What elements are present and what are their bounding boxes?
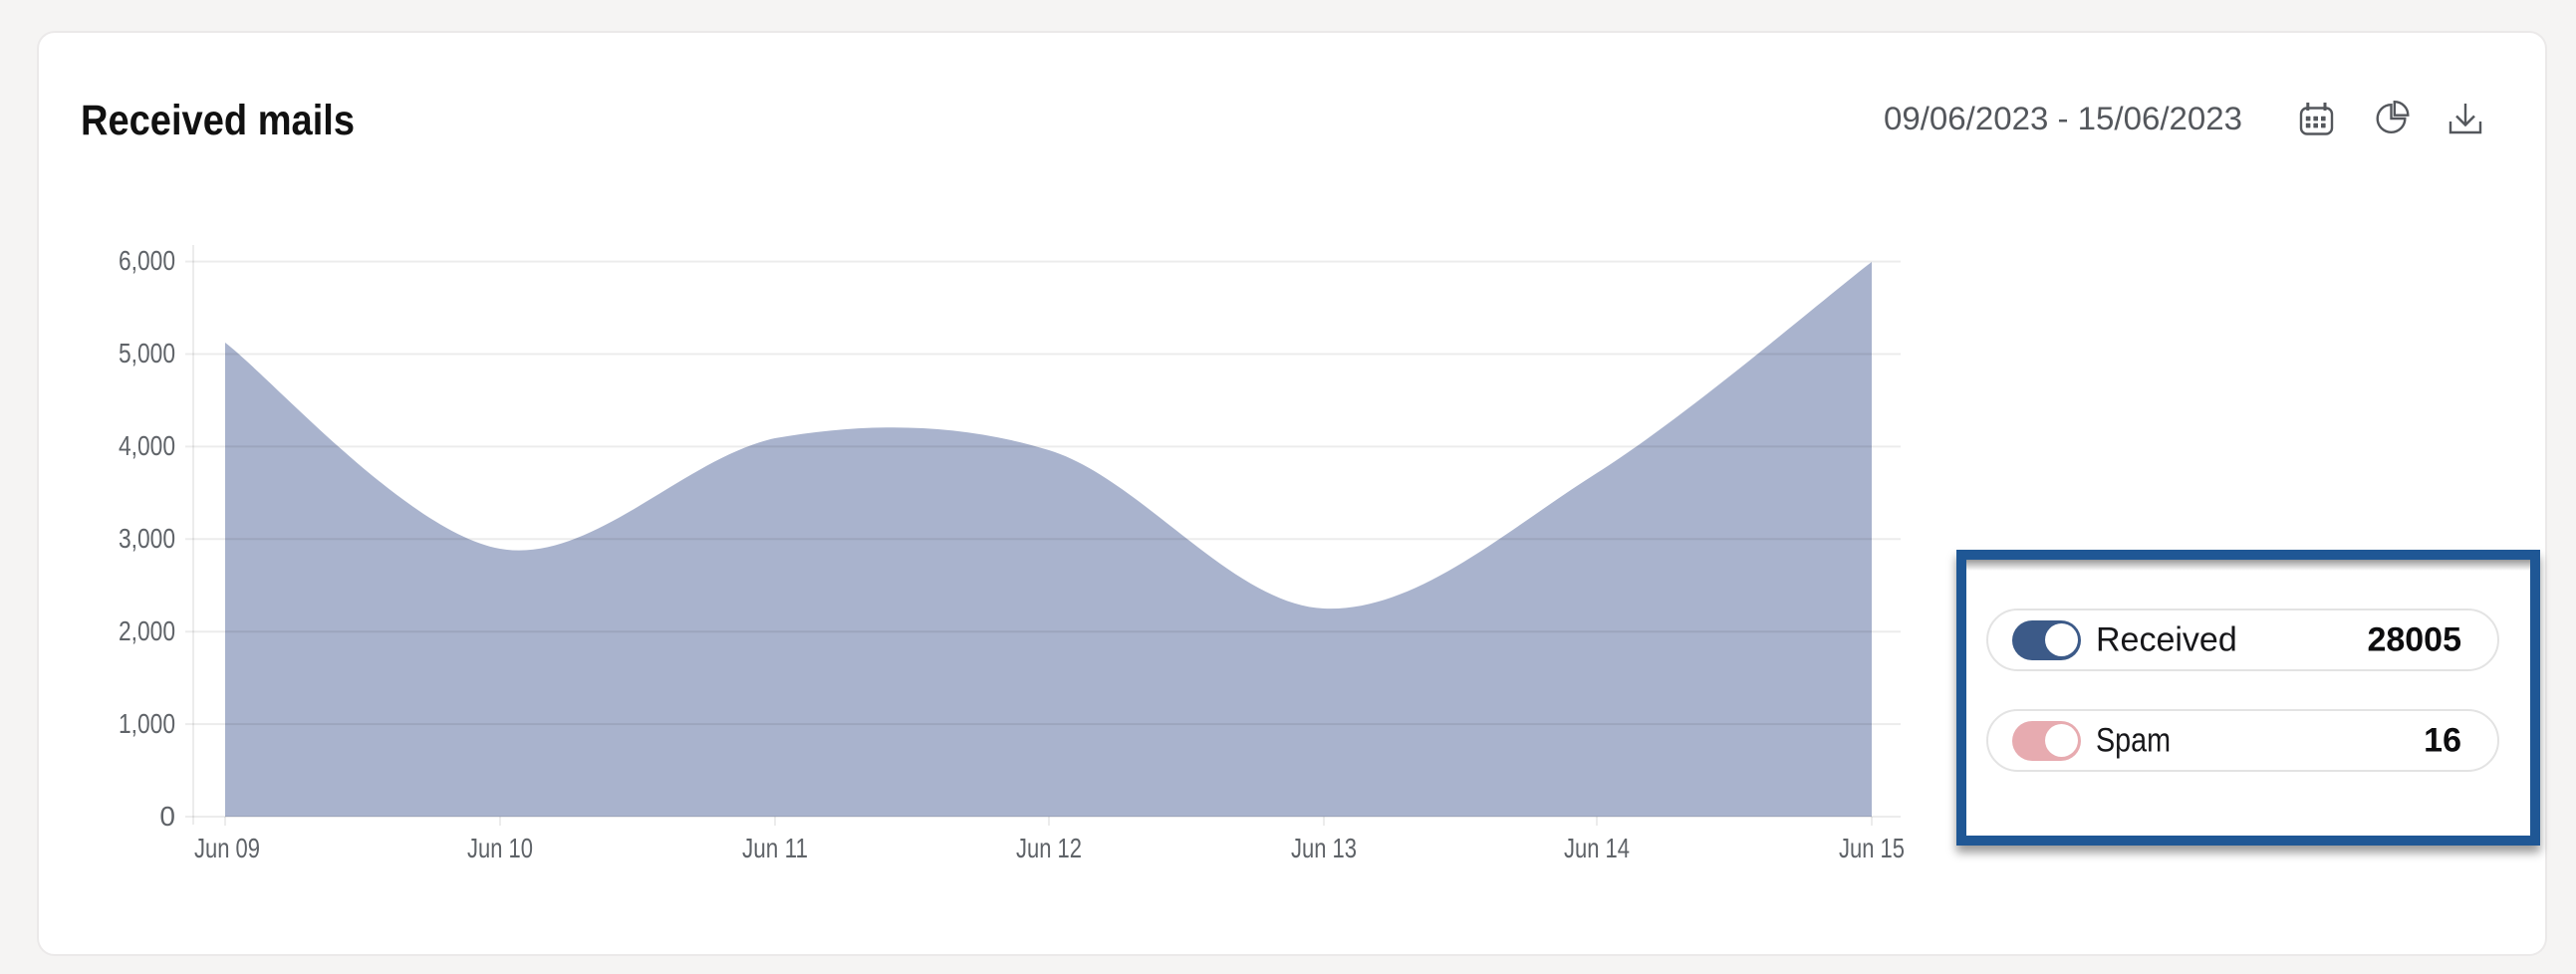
svg-text:0: 0 xyxy=(159,801,175,832)
svg-text:6,000: 6,000 xyxy=(119,245,175,276)
svg-text:Jun 13: Jun 13 xyxy=(1291,833,1357,863)
svg-text:Jun 10: Jun 10 xyxy=(467,833,533,863)
svg-text:Jun 15: Jun 15 xyxy=(1839,833,1905,863)
svg-text:Jun 09: Jun 09 xyxy=(194,833,260,863)
svg-text:Jun 14: Jun 14 xyxy=(1564,833,1630,863)
svg-text:4,000: 4,000 xyxy=(119,430,175,461)
svg-text:1,000: 1,000 xyxy=(119,708,175,739)
svg-text:3,000: 3,000 xyxy=(119,523,175,554)
svg-text:Jun 12: Jun 12 xyxy=(1016,833,1082,863)
svg-text:2,000: 2,000 xyxy=(119,615,175,646)
svg-text:Jun 11: Jun 11 xyxy=(742,833,808,863)
svg-text:09/06/2023 - 15/06/2023: 09/06/2023 - 15/06/2023 xyxy=(1884,101,2242,136)
svg-text:5,000: 5,000 xyxy=(119,338,175,368)
